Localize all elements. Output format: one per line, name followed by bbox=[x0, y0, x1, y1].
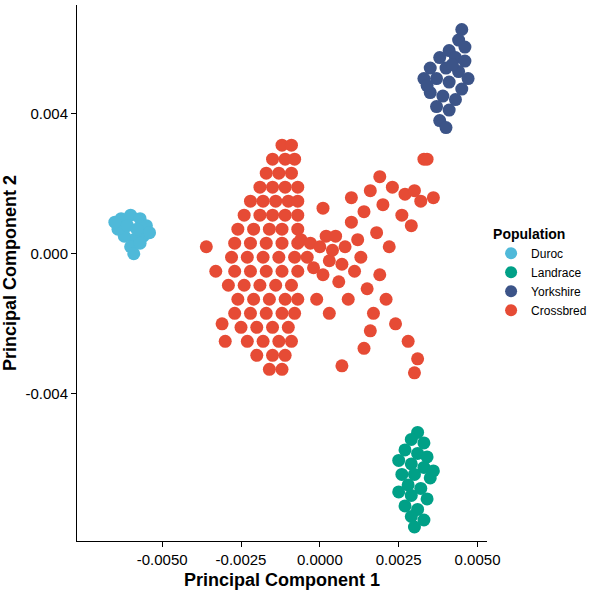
svg-text:Principal Component 1: Principal Component 1 bbox=[184, 570, 380, 590]
svg-text:-0.0050: -0.0050 bbox=[137, 551, 188, 568]
svg-text:0.0050: 0.0050 bbox=[455, 551, 501, 568]
svg-text:Landrace: Landrace bbox=[531, 266, 581, 280]
svg-text:0.0025: 0.0025 bbox=[376, 551, 422, 568]
svg-text:Yorkshire: Yorkshire bbox=[531, 285, 581, 299]
svg-text:Population: Population bbox=[493, 226, 565, 242]
svg-text:0.0000: 0.0000 bbox=[297, 551, 343, 568]
svg-text:Crossbred: Crossbred bbox=[531, 304, 586, 318]
svg-text:Principal Component 2: Principal Component 2 bbox=[0, 175, 20, 371]
svg-text:-0.0025: -0.0025 bbox=[216, 551, 267, 568]
svg-text:Duroc: Duroc bbox=[531, 247, 563, 261]
svg-text:0.004: 0.004 bbox=[30, 105, 68, 122]
svg-text:0.000: 0.000 bbox=[30, 245, 68, 262]
svg-text:-0.004: -0.004 bbox=[25, 385, 68, 402]
